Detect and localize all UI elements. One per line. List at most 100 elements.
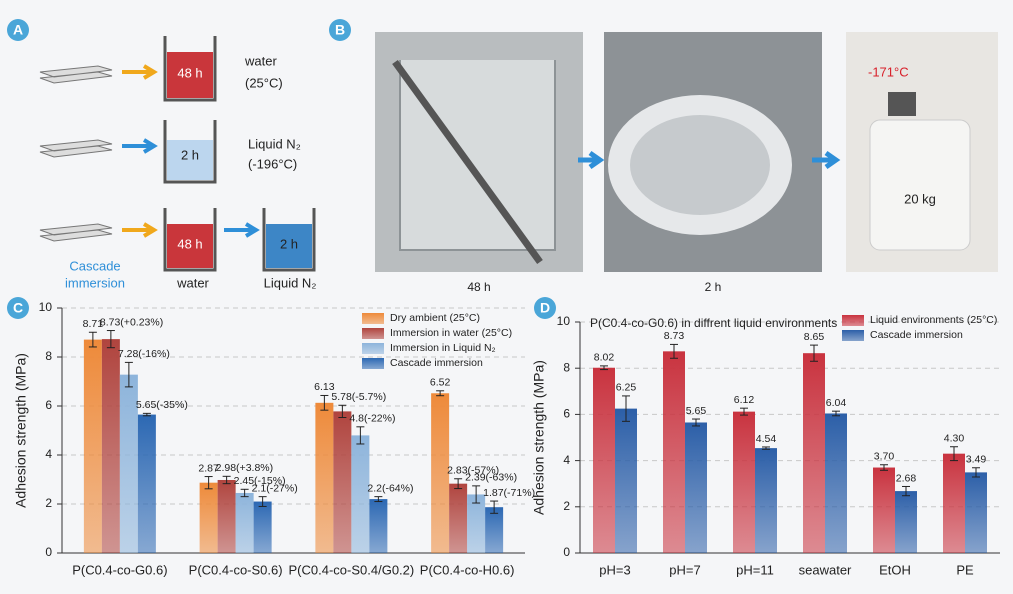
y-tick-label: 6 bbox=[45, 398, 52, 412]
bar bbox=[755, 448, 777, 553]
dewar-inside bbox=[630, 115, 770, 215]
arrow bbox=[122, 222, 158, 238]
bar bbox=[101, 339, 120, 553]
x-tick-label: seawater bbox=[799, 562, 852, 577]
arrow bbox=[578, 150, 841, 170]
water-fill bbox=[167, 52, 213, 98]
panel-label: C bbox=[13, 300, 23, 316]
thermometer-photo bbox=[888, 92, 916, 116]
process-name: immersion bbox=[65, 275, 125, 290]
bar bbox=[467, 494, 486, 553]
value-label: 2.1(-27%) bbox=[252, 482, 298, 494]
bar bbox=[253, 501, 272, 553]
nitrogen-fill bbox=[266, 224, 312, 268]
value-label: 7.28(-16%) bbox=[118, 348, 170, 360]
legend-label: Liquid environments (25°C) bbox=[870, 314, 997, 326]
value-label: 4.30 bbox=[944, 433, 965, 445]
caption: 48 h bbox=[467, 280, 490, 294]
bar bbox=[825, 413, 847, 553]
panel-badge bbox=[7, 297, 29, 319]
y-tick-label: 10 bbox=[39, 300, 53, 314]
chart-title: P(C0.4-co-G0.6) in diffrent liquid envir… bbox=[590, 316, 837, 330]
value-label: 8.73(+0.23%) bbox=[100, 316, 163, 328]
y-tick-label: 6 bbox=[563, 407, 570, 421]
legend-label: Immersion in Liquid N₂ bbox=[390, 342, 496, 354]
legend-swatch bbox=[842, 330, 864, 341]
step-label: Liquid N₂ bbox=[264, 275, 317, 290]
step-label: water bbox=[176, 275, 209, 290]
bar bbox=[199, 482, 218, 553]
legend-label: Immersion in water (25°C) bbox=[390, 327, 512, 339]
legend-label: Cascade immersion bbox=[870, 329, 963, 341]
bar bbox=[119, 374, 138, 553]
bar bbox=[137, 414, 156, 553]
y-axis-label: Adhesion strength (MPa) bbox=[13, 353, 29, 508]
value-label: 6.52 bbox=[430, 377, 451, 389]
value-label: 4.54 bbox=[756, 433, 777, 445]
y-tick-label: 8 bbox=[45, 349, 52, 363]
slide bbox=[39, 223, 113, 242]
water-fill bbox=[167, 224, 213, 268]
slide bbox=[39, 65, 113, 84]
value-label: 8.73 bbox=[664, 330, 685, 342]
legend-swatch bbox=[362, 358, 384, 369]
value-label: 8.71 bbox=[83, 318, 104, 330]
value-label: 6.25 bbox=[616, 382, 637, 394]
bar bbox=[663, 351, 685, 553]
value-label: 2.45(-15%) bbox=[234, 475, 286, 487]
y-tick-label: 10 bbox=[557, 314, 571, 328]
time: 2 h bbox=[181, 147, 199, 162]
panel-badge bbox=[534, 297, 556, 319]
bar bbox=[615, 408, 637, 553]
panel-badge bbox=[7, 19, 29, 41]
y-axis-label: Adhesion strength (MPa) bbox=[531, 360, 547, 515]
temperature: -171°C bbox=[868, 64, 909, 79]
beaker bbox=[262, 208, 316, 272]
legend-swatch bbox=[362, 328, 384, 339]
time: 48 h bbox=[177, 65, 202, 80]
weight-label: 20 kg bbox=[904, 191, 936, 206]
bar bbox=[685, 422, 707, 553]
value-label: 3.70 bbox=[874, 451, 895, 463]
bar bbox=[965, 472, 987, 553]
beaker-photo bbox=[399, 60, 556, 251]
value-label: 8.02 bbox=[594, 352, 615, 364]
y-tick-label: 2 bbox=[563, 499, 570, 513]
legend-label: Dry ambient (25°C) bbox=[390, 312, 480, 324]
bar bbox=[873, 467, 895, 553]
x-tick-label: P(C0.4-co-S0.4/G0.2) bbox=[289, 562, 415, 577]
beaker bbox=[163, 208, 217, 272]
y-tick-label: 4 bbox=[563, 453, 570, 467]
value-label: 6.04 bbox=[826, 397, 847, 409]
caption: 2 h bbox=[705, 280, 722, 294]
x-tick-label: pH=11 bbox=[736, 562, 774, 577]
bar bbox=[333, 411, 352, 553]
time: 2 h bbox=[280, 236, 298, 251]
bar bbox=[449, 483, 468, 553]
sample-photo bbox=[392, 59, 543, 265]
value-label: 6.13 bbox=[314, 381, 335, 393]
nitrogen-fill bbox=[167, 140, 213, 180]
panel-label: A bbox=[13, 22, 23, 38]
bar bbox=[803, 353, 825, 553]
value-label: 6.12 bbox=[734, 394, 755, 406]
legend-swatch bbox=[362, 343, 384, 354]
condition: Liquid N₂ bbox=[248, 136, 301, 151]
value-label: 5.65 bbox=[686, 405, 707, 417]
bar bbox=[217, 479, 236, 553]
value-label: 5.78(-5.7%) bbox=[331, 391, 386, 403]
panel-b: B 48 h 2 h -171°C 20 kg bbox=[329, 19, 998, 294]
value-label: 3.49 bbox=[966, 454, 987, 466]
bar bbox=[351, 435, 370, 553]
x-tick-label: P(C0.4-co-G0.6) bbox=[72, 562, 167, 577]
value-label: 4.8(-22%) bbox=[349, 413, 395, 425]
value-label: 1.87(-71%) bbox=[483, 487, 535, 499]
legend-label: Cascade immersion bbox=[390, 357, 483, 369]
bar bbox=[593, 367, 615, 553]
y-tick-label: 2 bbox=[45, 496, 52, 510]
value-label: 2.68 bbox=[896, 472, 917, 484]
bar bbox=[369, 499, 388, 553]
panel-a: A 48 h water (25°C) 2 h Liquid N₂ (-196°… bbox=[7, 19, 316, 290]
condition: (-196°C) bbox=[248, 156, 297, 171]
